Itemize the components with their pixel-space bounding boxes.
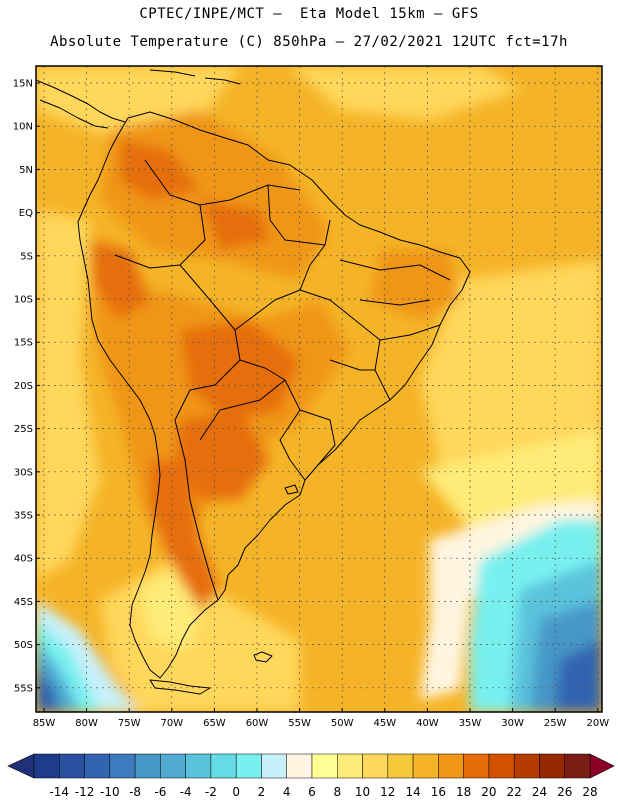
lat-label: 30S (14, 467, 33, 478)
title-line-2: Absolute Temperature (C) 850hPa – 27/02/… (50, 34, 568, 50)
colorbar-swatch (210, 753, 237, 779)
temperature-field (36, 66, 602, 712)
lat-label: 10S (14, 295, 33, 306)
colorbar-tick-label: -8 (129, 785, 141, 799)
colorbar-tick-label: 2 (258, 785, 266, 799)
title-line-1: CPTEC/INPE/MCT – Eta Model 15km – GFS (139, 6, 479, 22)
latitude-labels: 15N 10N 5N EQ 5S 10S 15S 20S 25S 30S 35S 40S 45S 50S 5… (13, 79, 40, 694)
colorbar-swatch (59, 753, 85, 779)
colorbar-tick-label: -2 (205, 785, 217, 799)
colorbar-tick-label: -10 (100, 785, 120, 799)
lon-label: 70W (160, 718, 183, 729)
longitude-labels: 85W 80W 75W 70W 65W 60W 55W 50W 45W 40W 35W 30W 25W 2… (33, 708, 609, 729)
lat-label: EQ (19, 208, 33, 219)
colorbar-swatch (387, 753, 414, 779)
colorbar-tick-label: 0 (232, 785, 240, 799)
coastlines (36, 69, 471, 695)
colorbar-swatch (185, 753, 212, 779)
lat-label: 15S (14, 338, 33, 349)
colorbar-tick-label: 16 (431, 785, 446, 799)
colorbar-tick-label: 8 (333, 785, 341, 799)
colorbar-swatch (84, 753, 111, 779)
lon-label: 35W (459, 718, 482, 729)
colorbar-under-arrow (7, 753, 35, 779)
colorbar-swatch (311, 753, 338, 779)
colorbar-tick-label: -4 (180, 785, 192, 799)
colorbar-swatch (438, 753, 464, 779)
lat-label: 55S (14, 683, 33, 694)
colorbar-tick-label: 24 (532, 785, 547, 799)
lon-label: 50W (331, 718, 354, 729)
colorbar-swatch (539, 753, 565, 779)
lat-label: 50S (14, 640, 33, 651)
colorbar-tick-label: -12 (75, 785, 95, 799)
colorbar-swatch (261, 753, 287, 779)
lat-label: 25S (14, 424, 33, 435)
colorbar-tick-label: 20 (481, 785, 496, 799)
lon-label: 65W (203, 718, 226, 729)
colorbar-swatch (337, 753, 363, 779)
lon-label: 60W (246, 718, 269, 729)
lat-label: 20S (14, 381, 33, 392)
lon-label: 40W (416, 718, 439, 729)
lat-label: 45S (14, 597, 33, 608)
lat-label: 5N (19, 165, 33, 176)
lat-lon-grid (36, 66, 602, 712)
lon-label: 80W (75, 718, 98, 729)
lon-label: 30W (501, 718, 524, 729)
colorbar-tick-label: -14 (49, 785, 69, 799)
colorbar-swatch (463, 753, 490, 779)
colorbar-swatch (513, 753, 540, 779)
lat-label: 40S (14, 554, 33, 565)
lat-label: 10N (13, 122, 33, 133)
colorbar-swatch (286, 753, 313, 779)
colorbar-swatch (564, 753, 591, 779)
colorbar-tick-label: 6 (308, 785, 316, 799)
colorbar-tick-label: 28 (582, 785, 597, 799)
map-frame (35, 65, 603, 713)
colorbar-swatch (160, 753, 186, 779)
colorbar-tick-label: 26 (557, 785, 572, 799)
colorbar-tick-label: -6 (154, 785, 166, 799)
lon-label: 25W (544, 718, 567, 729)
colorbar-swatch (134, 753, 161, 779)
lon-label: 75W (118, 718, 141, 729)
lat-label: 35S (14, 511, 33, 522)
colorbar-tick-label: 22 (507, 785, 522, 799)
lon-label: 85W (33, 718, 56, 729)
lat-label: 15N (13, 79, 33, 90)
colorbar-swatch (33, 753, 60, 779)
colorbar-swatch (362, 753, 389, 779)
lon-label: 45W (373, 718, 396, 729)
colorbar-tick-label: 10 (355, 785, 370, 799)
colorbar-swatch (412, 753, 439, 779)
colorbar: -14 -12 -10 -8 -6 -4 -2 0 2 4 6 8 10 12 14 16 18 20 22 24 26… (7, 753, 615, 799)
lon-label: 20W (586, 718, 609, 729)
lon-label: 55W (288, 718, 311, 729)
colorbar-tick-label: 14 (405, 785, 420, 799)
colorbar-over-arrow (589, 753, 615, 779)
lat-label: 5S (20, 251, 33, 262)
colorbar-tick-label: 18 (456, 785, 471, 799)
colorbar-tick-label: 4 (283, 785, 291, 799)
colorbar-tick-label: 12 (380, 785, 395, 799)
colorbar-swatch (235, 753, 262, 779)
colorbar-swatch (109, 753, 136, 779)
colorbar-swatch (488, 753, 515, 779)
